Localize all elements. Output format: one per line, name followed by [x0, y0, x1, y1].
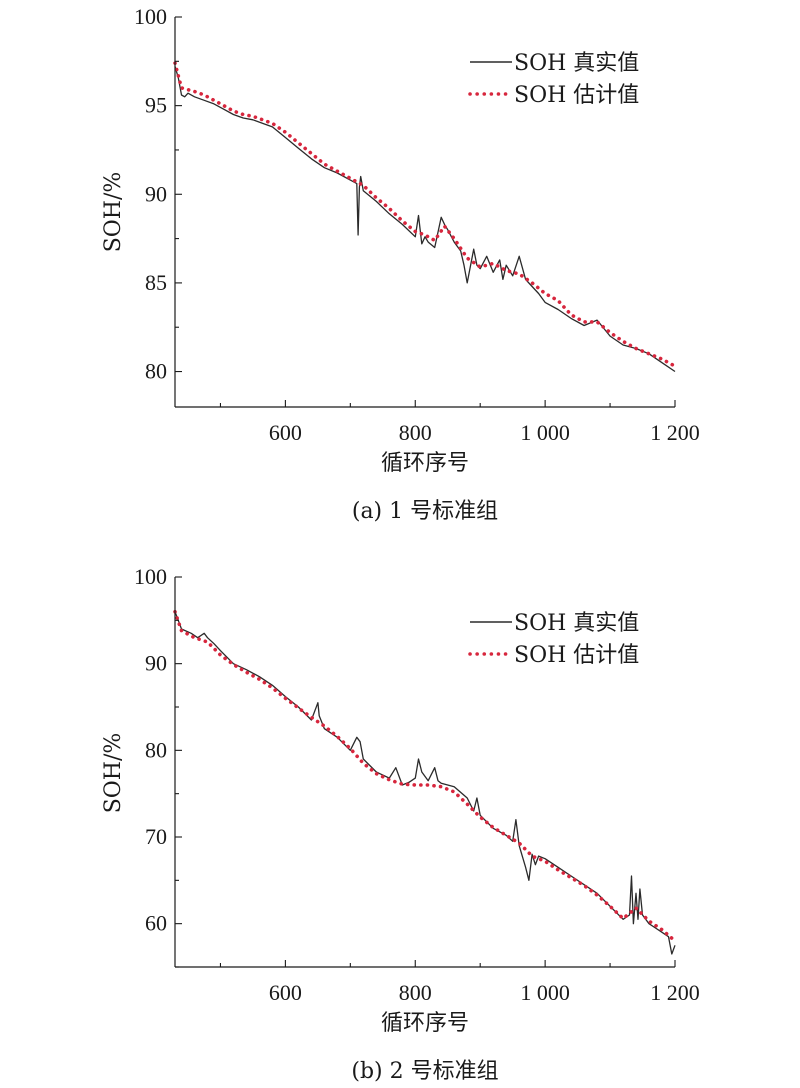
legend-b: SOH 真实值 SOH 估计值 [468, 611, 639, 668]
x-axis-title-b: 循环序号 [381, 1011, 469, 1036]
y-tick-label-a: 80 [145, 359, 167, 384]
legend-label-est-a: SOH 估计值 [514, 83, 639, 108]
y-axis-title-a: SOH/% [101, 172, 126, 253]
caption-a: (a) 1 号标准组 [352, 499, 498, 524]
y-axis-a: 80 85 90 95 100 [134, 4, 182, 407]
x-tick-label-a: 1 200 [650, 420, 700, 445]
y-tick-label-b: 70 [145, 824, 167, 849]
y-tick-label-b: 80 [145, 737, 167, 762]
x-axis-b: 600 800 1 000 1 200 [175, 960, 700, 1005]
series-true-line-b [174, 611, 676, 955]
y-tick-label-b: 90 [145, 651, 167, 676]
series-true-line-a [174, 66, 676, 373]
x-axis-a: 600 800 1 000 1 200 [175, 400, 700, 445]
x-tick-label-b: 1 200 [650, 980, 700, 1005]
y-tick-label-a: 95 [145, 93, 167, 118]
y-axis-title-b: SOH/% [101, 733, 126, 814]
series-est-line-b [173, 609, 677, 943]
plot-area-b [173, 609, 677, 955]
plot-area-a [173, 61, 677, 373]
y-tick-label-a: 90 [145, 181, 167, 206]
y-tick-label-a: 100 [134, 4, 167, 29]
series-est-line-a [173, 61, 677, 369]
x-tick-label-b: 600 [269, 980, 302, 1005]
x-tick-label-b: 800 [399, 980, 432, 1005]
caption-b: (b) 2 号标准组 [351, 1059, 498, 1084]
x-tick-label-b: 1 000 [520, 980, 570, 1005]
x-tick-label-a: 600 [269, 420, 302, 445]
y-tick-label-b: 100 [134, 564, 167, 589]
y-axis-b: 60 70 80 90 100 [134, 564, 182, 968]
legend-label-est-b: SOH 估计值 [514, 643, 639, 668]
legend-label-true-a: SOH 真实值 [514, 51, 639, 76]
y-tick-label-b: 60 [145, 911, 167, 936]
x-axis-title-a: 循环序号 [381, 451, 469, 476]
legend-label-true-b: SOH 真实值 [514, 611, 639, 636]
legend-a: SOH 真实值 SOH 估计值 [468, 51, 639, 108]
y-tick-label-a: 85 [145, 270, 167, 295]
x-tick-label-a: 1 000 [520, 420, 570, 445]
x-tick-label-a: 800 [399, 420, 432, 445]
